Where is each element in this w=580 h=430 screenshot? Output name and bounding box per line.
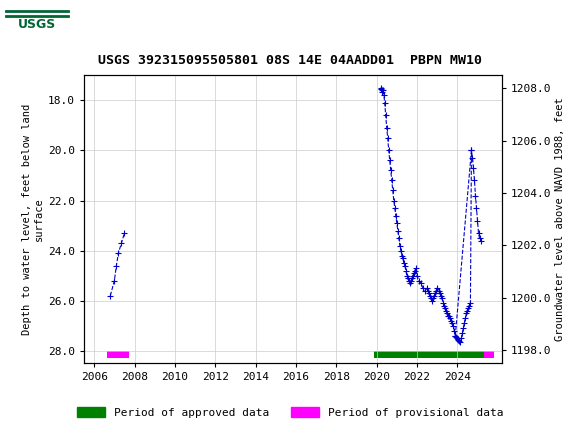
Y-axis label: Depth to water level, feet below land
surface: Depth to water level, feet below land su… [22, 104, 44, 335]
Y-axis label: Groundwater level above NAVD 1988, feet: Groundwater level above NAVD 1988, feet [556, 98, 566, 341]
Text: USGS 392315095505801 08S 14E 04AADD01  PBPN MW10: USGS 392315095505801 08S 14E 04AADD01 PB… [98, 54, 482, 67]
FancyBboxPatch shape [5, 4, 68, 46]
Legend: Period of approved data, Period of provisional data: Period of approved data, Period of provi… [72, 403, 508, 422]
Text: USGS: USGS [17, 18, 56, 31]
